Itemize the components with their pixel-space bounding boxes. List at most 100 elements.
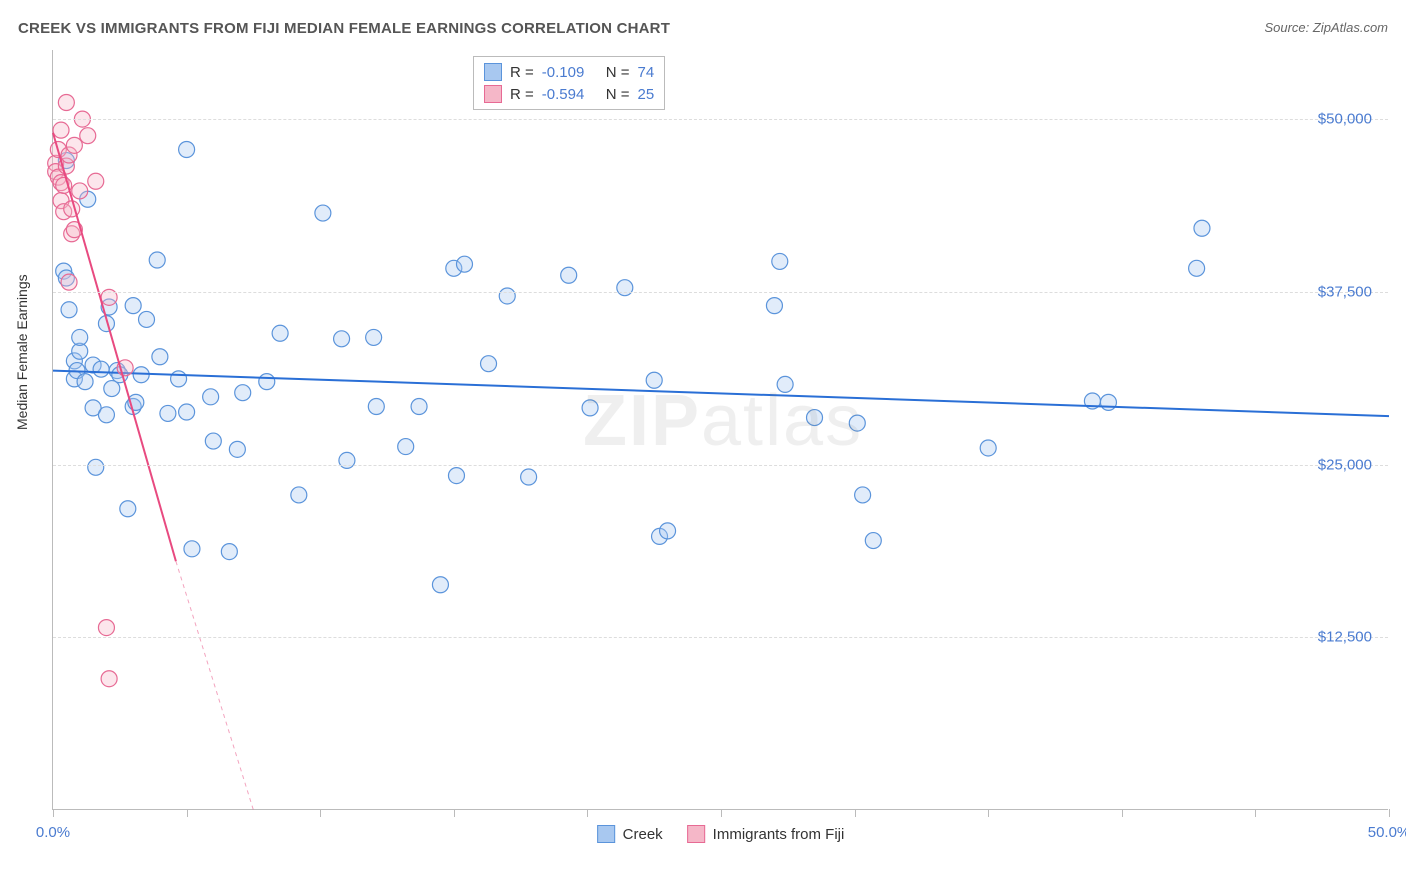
point-creek <box>432 577 448 593</box>
point-creek <box>368 399 384 415</box>
legend-label: Immigrants from Fiji <box>713 826 845 843</box>
point-creek <box>617 280 633 296</box>
point-creek <box>766 298 782 314</box>
y-tick-label: $12,500 <box>1318 629 1372 646</box>
y-tick-label: $37,500 <box>1318 283 1372 300</box>
trendline-immigrants-from-fiji <box>53 133 176 561</box>
gridline-h <box>53 465 1388 466</box>
point-immigrants-from-fiji <box>80 128 96 144</box>
point-creek <box>646 372 662 388</box>
point-creek <box>179 404 195 420</box>
point-creek <box>205 433 221 449</box>
y-tick-label: $25,000 <box>1318 456 1372 473</box>
point-creek <box>855 487 871 503</box>
point-immigrants-from-fiji <box>101 671 117 687</box>
point-creek <box>93 361 109 377</box>
legend-n-label: N = <box>606 86 630 103</box>
chart-title: CREEK VS IMMIGRANTS FROM FIJI MEDIAN FEM… <box>18 20 670 37</box>
point-creek <box>171 371 187 387</box>
x-tick <box>53 809 54 817</box>
series-legend: Creek Immigrants from Fiji <box>597 825 845 843</box>
point-creek <box>1194 220 1210 236</box>
legend-swatch <box>484 85 502 103</box>
point-creek <box>259 374 275 390</box>
point-creek <box>456 256 472 272</box>
point-creek <box>77 374 93 390</box>
point-creek <box>582 400 598 416</box>
point-creek <box>160 405 176 421</box>
point-creek <box>334 331 350 347</box>
point-immigrants-from-fiji <box>58 95 74 111</box>
point-creek <box>139 311 155 327</box>
point-creek <box>980 440 996 456</box>
point-creek <box>291 487 307 503</box>
legend-swatch <box>597 825 615 843</box>
point-creek <box>521 469 537 485</box>
x-tick <box>320 809 321 817</box>
x-tick <box>1389 809 1390 817</box>
point-creek <box>561 267 577 283</box>
x-tick <box>988 809 989 817</box>
legend-n-value: 74 <box>638 64 655 81</box>
point-immigrants-from-fiji <box>88 173 104 189</box>
x-tick <box>454 809 455 817</box>
legend-swatch <box>484 63 502 81</box>
trendline-creek <box>53 371 1389 417</box>
point-creek <box>1189 260 1205 276</box>
x-tick <box>1122 809 1123 817</box>
point-creek <box>120 501 136 517</box>
point-creek <box>125 298 141 314</box>
point-creek <box>272 325 288 341</box>
point-creek <box>229 441 245 457</box>
legend-r-value: -0.594 <box>542 86 598 103</box>
x-tick <box>721 809 722 817</box>
legend-swatch <box>687 825 705 843</box>
point-creek <box>149 252 165 268</box>
point-creek <box>772 253 788 269</box>
point-creek <box>411 399 427 415</box>
gridline-h <box>53 292 1388 293</box>
legend-item: Immigrants from Fiji <box>687 825 845 843</box>
point-creek <box>481 356 497 372</box>
gridline-h <box>53 637 1388 638</box>
point-creek <box>499 288 515 304</box>
gridline-h <box>53 119 1388 120</box>
x-tick <box>187 809 188 817</box>
point-creek <box>184 541 200 557</box>
point-creek <box>366 329 382 345</box>
point-creek <box>315 205 331 221</box>
point-creek <box>72 329 88 345</box>
point-creek <box>865 533 881 549</box>
point-creek <box>660 523 676 539</box>
point-immigrants-from-fiji <box>72 183 88 199</box>
point-creek <box>179 141 195 157</box>
point-creek <box>448 468 464 484</box>
x-tick <box>587 809 588 817</box>
correlation-legend: R = -0.109 N = 74 R = -0.594 N = 25 <box>473 56 665 110</box>
point-immigrants-from-fiji <box>53 122 69 138</box>
x-tick <box>1255 809 1256 817</box>
scatter-plot <box>53 50 1388 809</box>
legend-n-label: N = <box>606 64 630 81</box>
point-creek <box>61 302 77 318</box>
legend-n-value: 25 <box>638 86 655 103</box>
point-creek <box>849 415 865 431</box>
point-creek <box>88 459 104 475</box>
x-tick <box>855 809 856 817</box>
point-creek <box>152 349 168 365</box>
point-creek <box>807 410 823 426</box>
point-creek <box>1100 394 1116 410</box>
trendline-dashed <box>176 561 253 810</box>
point-immigrants-from-fiji <box>61 274 77 290</box>
legend-r-value: -0.109 <box>542 64 598 81</box>
legend-r-label: R = <box>510 64 534 81</box>
y-axis-label: Median Female Earnings <box>14 274 30 430</box>
chart-area: ZIPatlas R =-0.109N =74R =-0.594N =25 Cr… <box>52 50 1388 810</box>
x-tick-label: 0.0% <box>36 824 70 841</box>
source-label: Source: ZipAtlas.com <box>1264 20 1388 35</box>
point-creek <box>235 385 251 401</box>
legend-r-label: R = <box>510 86 534 103</box>
legend-label: Creek <box>623 826 663 843</box>
legend-row: R = -0.594 N = 25 <box>484 83 654 105</box>
point-creek <box>777 376 793 392</box>
